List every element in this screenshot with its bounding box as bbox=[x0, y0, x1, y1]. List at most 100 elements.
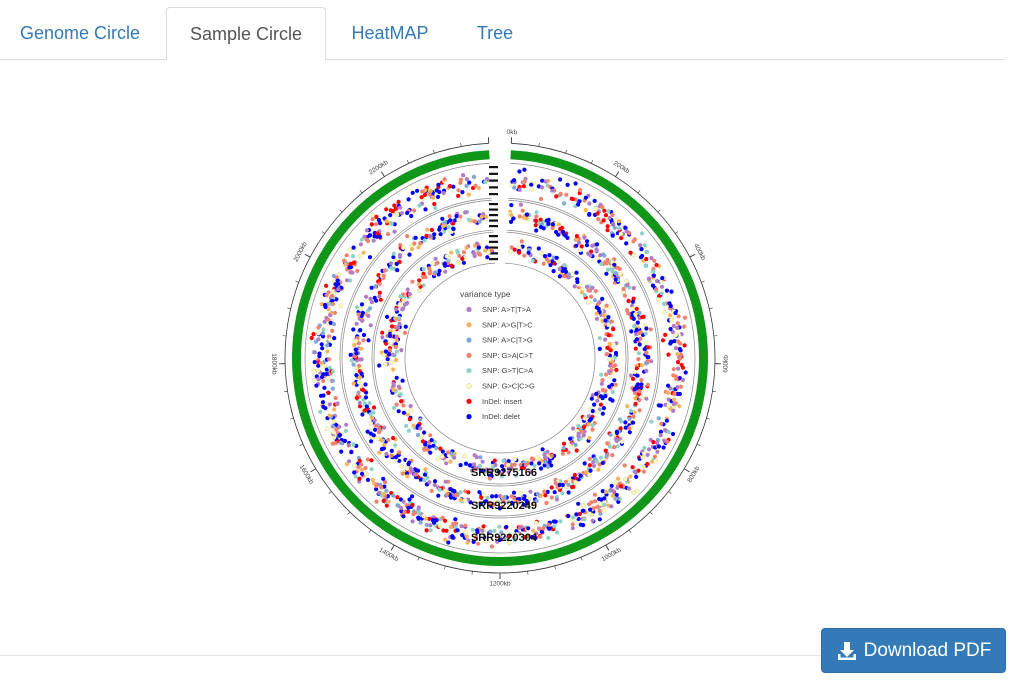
variant-point bbox=[574, 448, 579, 453]
variant-point bbox=[619, 235, 624, 241]
variant-point bbox=[389, 266, 394, 271]
variant-point bbox=[597, 508, 602, 513]
variant-point bbox=[574, 237, 579, 242]
variant-point bbox=[614, 429, 620, 434]
variant-point bbox=[399, 506, 404, 511]
variant-point bbox=[671, 401, 677, 407]
tab-genome-circle[interactable]: Genome Circle bbox=[19, 23, 141, 43]
variant-point bbox=[604, 489, 609, 494]
variant-point bbox=[529, 469, 534, 474]
variant-point bbox=[422, 447, 427, 452]
variant-point bbox=[670, 431, 676, 437]
legend-swatch bbox=[466, 352, 472, 358]
variant-point bbox=[547, 459, 552, 464]
track-scale-mark bbox=[489, 166, 498, 169]
variant-point bbox=[606, 333, 611, 338]
download-pdf-button[interactable]: Download PDF bbox=[821, 628, 1006, 673]
variant-point bbox=[666, 383, 671, 388]
variant-point bbox=[668, 386, 673, 391]
variant-point bbox=[381, 498, 386, 503]
variant-point bbox=[467, 180, 472, 185]
variant-point bbox=[677, 376, 682, 381]
variant-point bbox=[558, 519, 563, 524]
variant-point bbox=[615, 485, 620, 490]
variant-point bbox=[666, 429, 671, 435]
variant-point bbox=[578, 522, 583, 527]
variant-point bbox=[673, 332, 679, 338]
variant-point bbox=[590, 285, 595, 290]
variant-point bbox=[557, 482, 562, 487]
variant-point bbox=[593, 206, 599, 211]
variant-point bbox=[327, 365, 332, 370]
variant-point bbox=[628, 250, 633, 255]
variant-point bbox=[594, 311, 599, 316]
variant-point bbox=[652, 258, 657, 263]
variant-point bbox=[509, 212, 514, 218]
variant-point bbox=[384, 451, 389, 457]
variant-point bbox=[405, 287, 410, 292]
variant-point bbox=[466, 217, 471, 222]
variant-point bbox=[548, 262, 553, 268]
variant-point bbox=[643, 263, 648, 269]
variant-point bbox=[560, 491, 565, 496]
tab-tree[interactable]: Tree bbox=[476, 23, 514, 43]
variant-point bbox=[407, 291, 412, 297]
tab-sample-circle[interactable]: Sample Circle bbox=[166, 7, 326, 61]
variant-point bbox=[356, 379, 362, 385]
variant-point bbox=[568, 436, 573, 441]
variant-point bbox=[609, 319, 614, 324]
variant-point bbox=[603, 394, 608, 399]
variant-point bbox=[361, 388, 366, 393]
variant-point bbox=[405, 509, 411, 514]
variant-point bbox=[363, 382, 368, 387]
genome-tick-label: 1600kb bbox=[298, 464, 315, 486]
legend-label: SNP: A>G|T>C bbox=[482, 320, 533, 329]
variant-point bbox=[401, 403, 406, 408]
variant-point bbox=[597, 309, 602, 315]
variant-point bbox=[410, 468, 415, 473]
variant-point bbox=[581, 433, 586, 438]
variant-point bbox=[561, 446, 566, 451]
variant-point bbox=[640, 231, 645, 236]
variant-point bbox=[379, 438, 384, 443]
variant-point bbox=[612, 355, 618, 360]
variant-point bbox=[609, 267, 614, 272]
sample-track: SRR9220304 bbox=[304, 162, 696, 554]
variant-point bbox=[635, 320, 640, 325]
variant-point bbox=[309, 335, 314, 341]
variant-point bbox=[395, 503, 400, 508]
variant-point bbox=[316, 363, 321, 368]
variant-point bbox=[611, 364, 616, 369]
variant-point bbox=[456, 193, 461, 198]
variant-point bbox=[478, 501, 484, 506]
variant-point bbox=[389, 324, 395, 329]
variant-point bbox=[490, 494, 495, 499]
variant-point bbox=[438, 446, 443, 451]
variant-point bbox=[407, 460, 412, 465]
variant-point bbox=[644, 326, 649, 331]
tab-heatmap[interactable]: HeatMAP bbox=[351, 23, 429, 43]
variant-point bbox=[397, 321, 402, 326]
sample-circle-chart: 0kb 200kb 400kb 600kb 800kb 1000kb 1200kb 1400k… bbox=[270, 129, 730, 588]
variant-point bbox=[435, 194, 441, 199]
genome-tick bbox=[368, 529, 372, 533]
genome-tick bbox=[460, 143, 462, 147]
variant-point bbox=[515, 499, 520, 505]
variant-point bbox=[359, 371, 364, 376]
variant-point bbox=[428, 450, 433, 455]
variant-point bbox=[640, 253, 645, 259]
variant-point bbox=[628, 408, 634, 413]
variant-point bbox=[645, 359, 650, 364]
variant-point bbox=[459, 524, 464, 529]
variant-point bbox=[396, 315, 402, 320]
variant-point bbox=[416, 515, 421, 520]
variant-point bbox=[479, 214, 484, 219]
variant-point bbox=[476, 245, 481, 250]
variant-point bbox=[530, 258, 535, 263]
variant-point bbox=[319, 342, 324, 347]
variant-point bbox=[463, 210, 468, 215]
variant-point bbox=[591, 459, 596, 465]
variant-point bbox=[436, 493, 441, 498]
variant-point bbox=[382, 268, 387, 273]
variant-point bbox=[325, 349, 330, 354]
